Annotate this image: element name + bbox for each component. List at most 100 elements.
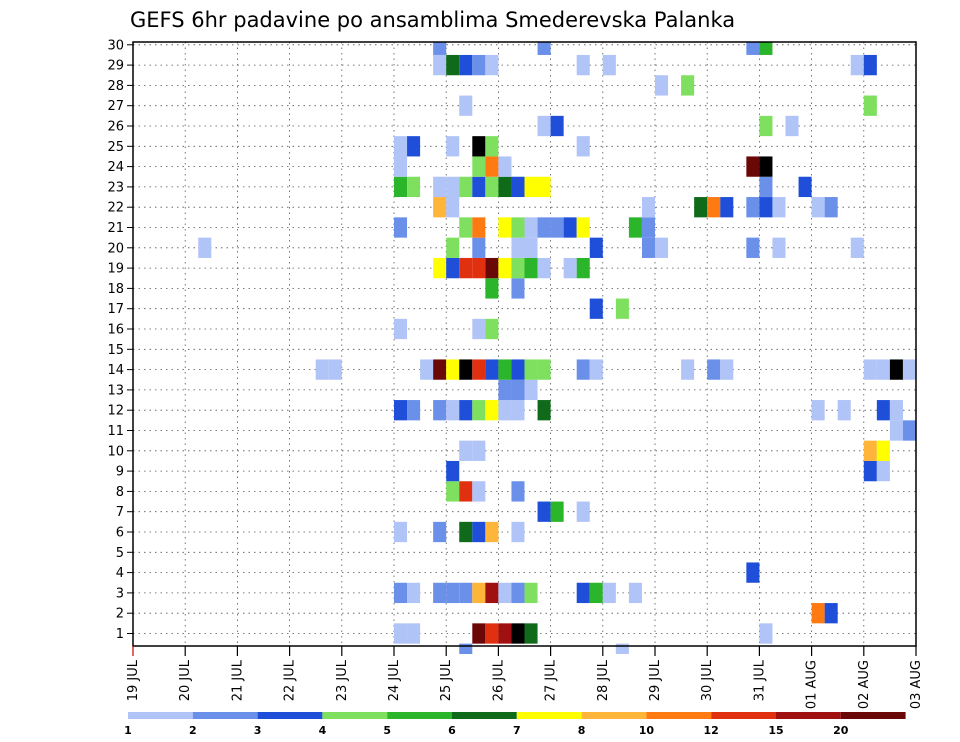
precip-cell (407, 400, 421, 421)
precip-cell (746, 42, 760, 55)
colorbar-swatch (192, 712, 258, 719)
colorbar-label: 12 (704, 724, 719, 737)
y-tick-label: 6 (116, 526, 124, 541)
y-tick-label: 26 (107, 120, 124, 135)
y-tick-label: 27 (107, 99, 124, 114)
y-tick-label: 24 (107, 160, 124, 175)
precip-cell (524, 379, 538, 401)
y-tick-label: 19 (107, 262, 124, 277)
precip-cell (446, 197, 460, 218)
precip-cell (524, 237, 538, 258)
precip-cell (876, 359, 890, 380)
precip-cell (889, 359, 903, 380)
precip-cell (459, 176, 473, 198)
precip-cell (759, 115, 773, 137)
precip-cell (511, 623, 525, 644)
x-tick-label: 22 JUL (283, 659, 298, 701)
precip-cell (863, 359, 877, 380)
precip-cell (472, 237, 486, 258)
precip-cell (394, 623, 408, 644)
precip-cell (837, 400, 851, 421)
precip-cell (811, 400, 825, 421)
precip-cell (511, 481, 525, 502)
colorbar-label: 8 (578, 724, 586, 737)
precip-cell (472, 582, 486, 604)
precip-cell (394, 156, 408, 177)
precip-cell (537, 217, 551, 238)
y-tick-label: 3 (116, 586, 124, 601)
precip-cell (472, 440, 486, 461)
precip-cell (863, 54, 877, 76)
precip-cell (511, 521, 525, 543)
precip-cell (485, 278, 499, 299)
precip-cell (707, 197, 721, 218)
precip-cell (524, 257, 538, 279)
precip-cell (550, 115, 564, 137)
precip-cell (498, 156, 512, 177)
precip-cell (459, 643, 473, 654)
colorbar-swatch (711, 712, 776, 719)
precip-cell (446, 136, 460, 157)
precip-cell (772, 237, 786, 258)
y-tick-label: 30 (107, 38, 124, 53)
precip-cell (641, 217, 655, 238)
precip-cell (498, 582, 512, 604)
precip-cell (485, 257, 499, 279)
precip-cell (446, 54, 460, 76)
x-tick-label: 28 JUL (596, 659, 611, 701)
colorbar-label: 7 (513, 724, 521, 737)
colorbar-swatch (257, 712, 323, 719)
precip-cell (655, 237, 669, 258)
precip-cell (876, 460, 890, 482)
precip-cell (537, 176, 551, 198)
precip-cell (485, 54, 499, 76)
precip-cell (485, 318, 499, 340)
precip-cell (746, 197, 760, 218)
precip-cell (746, 562, 760, 583)
precip-cell (759, 42, 773, 55)
y-tick-label: 22 (107, 201, 124, 216)
precip-cell (315, 359, 329, 380)
precip-cell (524, 359, 538, 380)
precip-cell (459, 54, 473, 76)
colorbar-swatch (840, 712, 906, 719)
colorbar: 1 2 3 4 5 6 7 8 10 12 15 20 (124, 712, 906, 737)
precip-cell (498, 359, 512, 380)
precip-cell (511, 176, 525, 198)
precip-cell (524, 176, 538, 198)
chart-title: GEFS 6hr padavine po ansamblima Smederev… (130, 8, 735, 32)
precip-cell (446, 176, 460, 198)
precip-cell (433, 42, 447, 55)
precip-cell (511, 379, 525, 401)
precip-cell (459, 359, 473, 380)
precip-cell (485, 582, 499, 604)
precip-cell (641, 197, 655, 218)
y-tick-label: 15 (107, 343, 124, 358)
precip-cell (772, 197, 786, 218)
y-tick-label: 4 (116, 566, 124, 581)
precip-cell (433, 521, 447, 543)
precip-cell (433, 176, 447, 198)
precip-cell (407, 582, 421, 604)
precip-cell (902, 359, 916, 380)
precip-cell (602, 582, 616, 604)
y-tick-label: 20 (107, 241, 124, 256)
precip-cell (876, 400, 890, 421)
precip-cell (472, 176, 486, 198)
x-tick-label: 25 JUL (439, 659, 454, 701)
precip-cell (563, 217, 577, 238)
precip-cell (511, 217, 525, 238)
colorbar-label: 20 (833, 724, 849, 737)
precip-cell (811, 197, 825, 218)
precip-cell (602, 54, 616, 76)
precipitation-cells (198, 42, 916, 654)
precip-cell (433, 54, 447, 76)
precip-cell (446, 359, 460, 380)
precip-cell (485, 521, 499, 543)
precip-cell (746, 156, 760, 177)
precip-cell (746, 237, 760, 258)
precip-cell (511, 257, 525, 279)
precip-cell (537, 400, 551, 421)
x-tick-label: 30 JUL (700, 659, 715, 701)
